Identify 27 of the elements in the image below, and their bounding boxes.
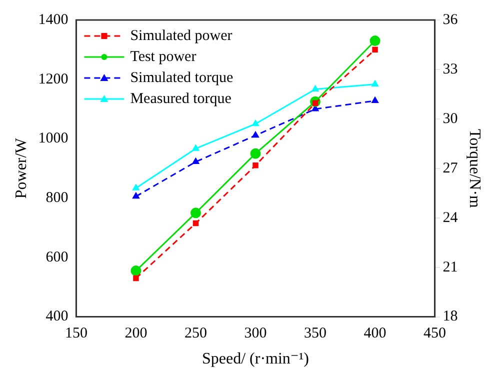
legend-label: Simulated power (130, 28, 232, 44)
y-tick-label: 1400 (38, 12, 68, 28)
y-axis-title: Power/W (12, 137, 30, 199)
y2-tick-label: 30 (442, 110, 458, 127)
y-tick-label: 800 (46, 190, 68, 206)
x-tick-label: 150 (64, 326, 88, 342)
y-tick-label: 1000 (38, 130, 68, 147)
legend-label: Test power (130, 48, 196, 65)
y-tick-label: 1200 (38, 71, 68, 88)
x-tick-label: 200 (124, 326, 148, 342)
y-tick-label: 400 (46, 308, 68, 325)
y2-tick-label: 24 (442, 210, 458, 226)
y-tick-label: 600 (46, 249, 68, 266)
y2-tick-label: 21 (442, 259, 458, 276)
x-tick-label: 350 (304, 326, 327, 342)
y2-axis-title: Torque/N·m (466, 128, 484, 208)
legend-label: Simulated torque (130, 70, 234, 86)
y2-tick-label: 36 (442, 12, 458, 28)
x-tick-label: 400 (364, 326, 386, 342)
x-tick-label: 250 (184, 326, 207, 342)
x-tick-label: 450 (424, 326, 446, 342)
y2-tick-label: 18 (442, 308, 458, 325)
x-tick-label: 300 (244, 326, 267, 342)
y2-tick-label: 27 (442, 160, 458, 176)
legend-label: Measured torque (130, 90, 232, 107)
x-axis-title: Speed/ (r·min⁻¹) (202, 350, 309, 368)
y2-tick-label: 33 (442, 61, 458, 78)
